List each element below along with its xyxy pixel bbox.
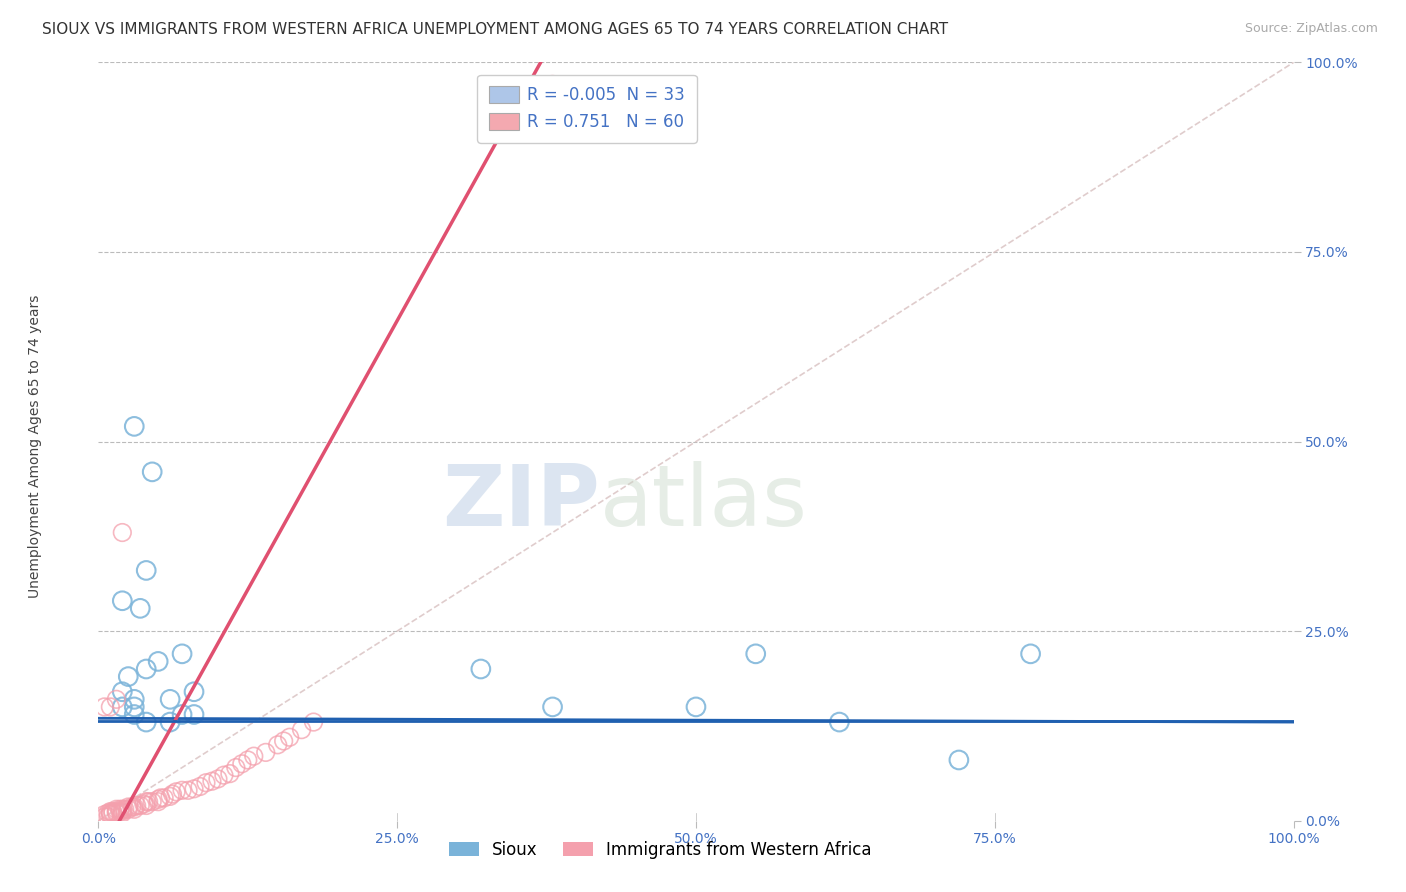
Point	[93, 810, 115, 824]
Point	[98, 699, 122, 714]
Point	[148, 792, 170, 806]
Point	[121, 800, 143, 814]
Point	[236, 753, 259, 767]
Point	[153, 791, 176, 805]
Point	[132, 797, 155, 811]
Text: Source: ZipAtlas.com: Source: ZipAtlas.com	[1244, 22, 1378, 36]
Point	[125, 798, 148, 813]
Point	[172, 647, 194, 661]
Point	[195, 776, 218, 790]
Point	[148, 655, 170, 669]
Point	[828, 715, 851, 730]
Point	[745, 647, 768, 661]
Point	[135, 798, 157, 813]
Point	[188, 780, 211, 794]
Point	[111, 525, 134, 540]
Text: atlas: atlas	[600, 460, 808, 544]
Point	[207, 772, 229, 786]
Point	[97, 806, 120, 821]
Point	[278, 730, 301, 744]
Point	[225, 760, 247, 774]
Point	[141, 465, 163, 479]
Point	[172, 707, 194, 722]
Point	[117, 800, 139, 814]
Point	[101, 805, 124, 819]
Point	[111, 805, 134, 819]
Point	[159, 715, 181, 730]
Point	[105, 805, 128, 819]
Point	[124, 802, 146, 816]
Point	[129, 798, 152, 813]
Point	[1019, 647, 1042, 661]
Text: Unemployment Among Ages 65 to 74 years: Unemployment Among Ages 65 to 74 years	[28, 294, 42, 598]
Point	[165, 785, 187, 799]
Point	[111, 806, 134, 821]
Point	[108, 802, 131, 816]
Point	[135, 564, 157, 578]
Point	[149, 791, 172, 805]
Point	[124, 699, 146, 714]
Point	[111, 685, 134, 699]
Point	[93, 699, 115, 714]
Point	[114, 802, 136, 816]
Point	[111, 594, 134, 608]
Point	[117, 669, 139, 683]
Point	[685, 699, 707, 714]
Point	[183, 781, 205, 796]
Text: ZIP: ZIP	[443, 460, 600, 544]
Point	[159, 692, 181, 706]
Point	[291, 723, 314, 737]
Point	[98, 806, 122, 821]
Point	[172, 783, 194, 797]
Point	[129, 601, 152, 615]
Point	[98, 805, 122, 819]
Point	[267, 738, 290, 752]
Point	[273, 734, 295, 748]
Point	[201, 774, 224, 789]
Point	[159, 789, 181, 804]
Point	[135, 715, 157, 730]
Point	[105, 806, 128, 821]
Point	[138, 795, 160, 809]
Point	[177, 783, 200, 797]
Point	[212, 768, 235, 782]
Point	[243, 749, 266, 764]
Point	[254, 746, 277, 760]
Legend: Sioux, Immigrants from Western Africa: Sioux, Immigrants from Western Africa	[441, 834, 879, 865]
Point	[98, 807, 122, 822]
Point	[148, 795, 170, 809]
Point	[124, 800, 146, 814]
Point	[135, 662, 157, 676]
Point	[97, 810, 120, 824]
Point	[219, 766, 242, 780]
Point	[108, 805, 131, 819]
Point	[948, 753, 970, 767]
Point	[302, 715, 325, 730]
Point	[470, 662, 492, 676]
Point	[105, 692, 128, 706]
Point	[101, 806, 124, 821]
Point	[124, 419, 146, 434]
Point	[541, 699, 564, 714]
Point	[111, 699, 134, 714]
Point	[183, 685, 205, 699]
Point	[117, 802, 139, 816]
Point	[141, 795, 163, 809]
Point	[135, 795, 157, 809]
Point	[231, 756, 253, 771]
Point	[124, 692, 146, 706]
Point	[162, 787, 184, 801]
Point	[105, 802, 128, 816]
Point	[183, 707, 205, 722]
Point	[541, 78, 564, 92]
Point	[111, 802, 134, 816]
Text: SIOUX VS IMMIGRANTS FROM WESTERN AFRICA UNEMPLOYMENT AMONG AGES 65 TO 74 YEARS C: SIOUX VS IMMIGRANTS FROM WESTERN AFRICA …	[42, 22, 948, 37]
Point	[93, 807, 115, 822]
Point	[124, 707, 146, 722]
